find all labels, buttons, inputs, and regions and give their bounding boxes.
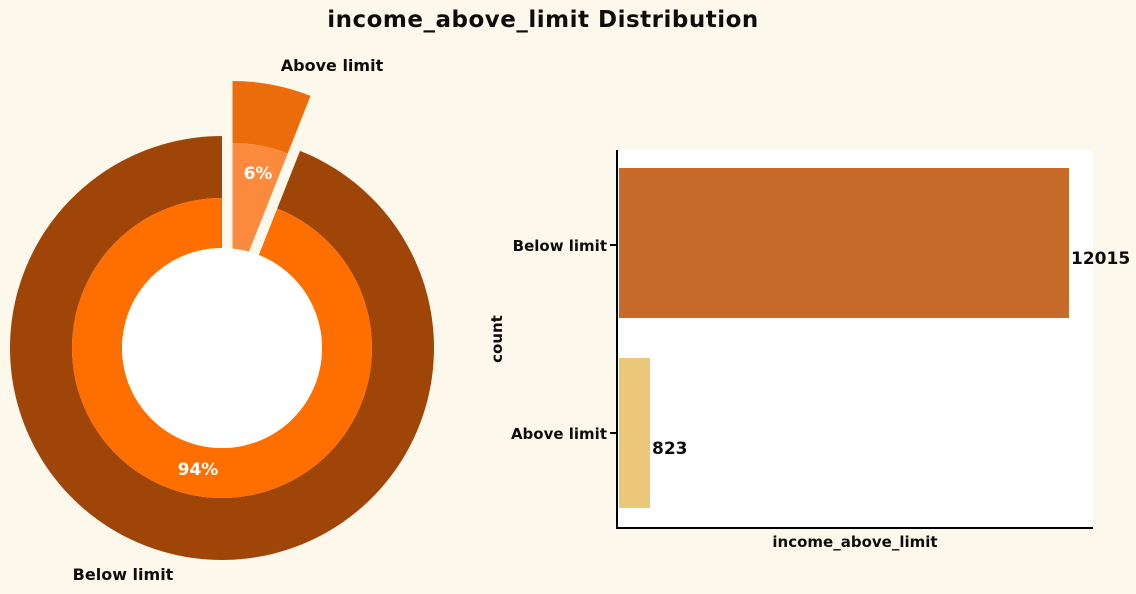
x-axis-label: income_above_limit <box>772 533 938 551</box>
bar-below-limit <box>619 168 1069 318</box>
y-tick-label-above-limit: Above limit <box>510 425 607 443</box>
y-tick-label-below-limit: Below limit <box>512 237 607 255</box>
pie-pct-below-limit: 94% <box>177 460 219 480</box>
bar-above-limit <box>619 358 650 508</box>
pie-slice-above-outer-ring <box>232 81 311 154</box>
pie-pct-above-limit: 6% <box>243 164 273 184</box>
pie-slice-below-inner-ring <box>72 198 373 499</box>
x-axis-spine <box>616 527 1093 529</box>
pie-center-hole <box>122 248 322 448</box>
chart-title: income_above_limit Distribution <box>327 7 759 33</box>
y-axis-label: count <box>488 315 506 363</box>
y-tick-below-limit <box>610 244 617 246</box>
y-axis-spine <box>616 150 618 529</box>
bar-value-label-below-limit: 12015 <box>1071 249 1131 269</box>
y-tick-above-limit <box>610 432 617 434</box>
pie-label-above-limit: Above limit <box>280 56 384 75</box>
pie-label-below-limit: Below limit <box>72 565 174 584</box>
bar-value-label-above-limit: 823 <box>652 439 688 459</box>
